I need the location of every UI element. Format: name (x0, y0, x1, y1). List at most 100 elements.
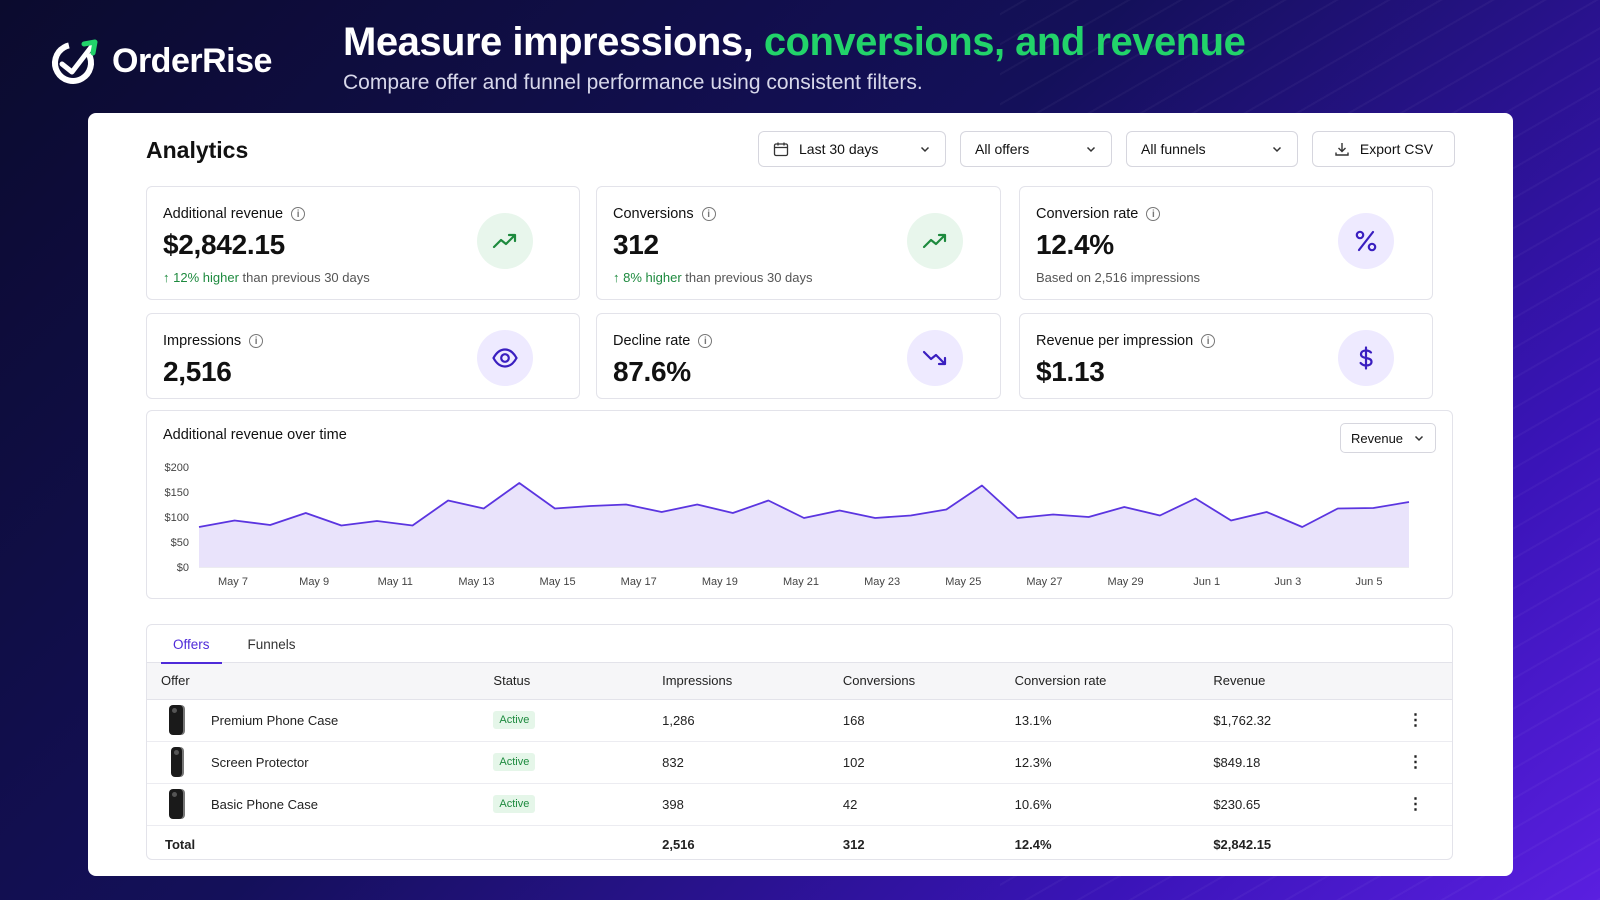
metric-label: Impressions (163, 333, 242, 349)
product-thumbnail (161, 703, 191, 737)
hero-title-accent: conversions, and revenue (763, 20, 1246, 64)
y-tick-label: $0 (177, 562, 189, 574)
y-tick-label: $50 (171, 537, 189, 549)
metric-label: Decline rate (613, 333, 691, 349)
metric-change-suffix: than previous 30 days (685, 270, 813, 285)
hero-subtitle: Compare offer and funnel performance usi… (343, 71, 923, 94)
column-header-status[interactable]: Status (479, 663, 649, 700)
more-actions-icon[interactable]: ⋮ (1379, 783, 1452, 826)
metric-card-revenue-per-impression: Revenue per impression i $1.13 (1019, 313, 1433, 399)
offers-select[interactable]: All offers (960, 131, 1112, 167)
more-actions-icon[interactable]: ⋮ (1379, 741, 1452, 784)
chart-metric-label: Revenue (1351, 430, 1404, 446)
impressions-cell: 398 (648, 783, 829, 826)
trend-up-icon (477, 213, 533, 269)
revenue-area-chart: $200 $150 $100 $50 $0 May 7 May 9 May 11 May 13 M… (165, 462, 1410, 588)
x-tick-label: May 15 (540, 576, 576, 588)
tab-offers[interactable]: Offers (161, 625, 222, 664)
x-tick-label: May 27 (1026, 576, 1062, 588)
table-row[interactable]: Screen Protector Active 832 102 12.3% $8… (147, 741, 1452, 784)
metric-card-conversions: Conversions i 312 ↑ 8% higher than previo… (596, 186, 1001, 300)
export-csv-button[interactable]: Export CSV (1312, 131, 1455, 167)
tab-funnels[interactable]: Funnels (247, 636, 296, 652)
total-conversions: 312 (842, 836, 865, 852)
table-row[interactable]: Premium Phone Case Active 1,286 168 13.1… (147, 699, 1452, 742)
column-header-impressions[interactable]: Impressions (648, 663, 829, 700)
arrow-up-icon: ↑ (613, 270, 620, 285)
trend-down-icon (907, 330, 963, 386)
download-icon (1335, 143, 1349, 156)
table-row[interactable]: Basic Phone Case Active 398 42 10.6% $23… (147, 783, 1452, 826)
x-tick-label: Jun 3 (1274, 576, 1301, 588)
column-header-revenue[interactable]: Revenue (1199, 663, 1380, 700)
brand-name: OrderRise (112, 41, 272, 80)
total-impressions: 2,516 (662, 836, 695, 852)
info-icon[interactable]: i (701, 207, 716, 221)
revenue-area (199, 483, 1409, 567)
revenue-cell: $849.18 (1199, 741, 1380, 784)
x-tick-label: May 25 (945, 576, 981, 588)
x-tick-label: May 7 (218, 576, 248, 588)
conversion-rate-cell: 13.1% (1000, 699, 1200, 742)
orderrise-logo-icon (52, 39, 98, 84)
impressions-cell: 1,286 (648, 699, 829, 742)
info-icon[interactable]: i (291, 207, 306, 221)
column-header-conversions[interactable]: Conversions (828, 663, 1001, 700)
chart-title: Additional revenue over time (163, 427, 347, 443)
metric-value: 312 (613, 229, 659, 260)
page-title: Analytics (146, 137, 249, 163)
date-range-select[interactable]: Last 30 days (758, 131, 946, 167)
chevron-down-icon (1086, 146, 1096, 153)
offer-name: Screen Protector (211, 754, 309, 770)
column-header-offer[interactable]: Offer (147, 663, 480, 700)
funnels-select[interactable]: All funnels (1126, 131, 1298, 167)
y-tick-label: $150 (165, 487, 189, 499)
metric-value: $2,842.15 (163, 229, 285, 260)
metric-label: Additional revenue (163, 206, 284, 222)
column-header-conversion-rate[interactable]: Conversion rate (1000, 663, 1200, 700)
conversion-rate-cell: 10.6% (1000, 783, 1200, 826)
metric-label: Conversions (613, 206, 694, 222)
metric-card-additional-revenue: Additional revenue i $2,842.15 ↑ 12% high… (146, 186, 580, 300)
conversions-cell: 102 (828, 741, 1001, 784)
x-tick-label: May 21 (783, 576, 819, 588)
info-icon[interactable]: i (698, 334, 713, 348)
offer-name: Premium Phone Case (211, 712, 339, 728)
x-tick-label: May 17 (621, 576, 657, 588)
trend-up-icon (907, 213, 963, 269)
x-tick-label: Jun 1 (1193, 576, 1220, 588)
metric-card-impressions: Impressions i 2,516 (146, 313, 580, 399)
percent-icon (1338, 213, 1394, 269)
revenue-cell: $230.65 (1199, 783, 1380, 826)
metric-card-conversion-rate: Conversion rate i 12.4% Based on 2,516 im… (1019, 186, 1433, 300)
y-tick-label: $100 (165, 512, 189, 524)
metric-label: Revenue per impression (1036, 333, 1194, 349)
chart-metric-select[interactable]: Revenue (1340, 423, 1436, 453)
x-tick-label: May 13 (458, 576, 494, 588)
metric-value: 87.6% (613, 356, 691, 387)
chevron-down-icon (1272, 146, 1282, 153)
info-icon[interactable]: i (249, 334, 264, 348)
metric-change-value: 8% higher (623, 270, 682, 285)
hero-title: Measure impressions, conversions, and re… (343, 20, 1246, 65)
funnels-select-label: All funnels (1141, 141, 1206, 157)
calendar-icon (773, 142, 789, 157)
x-tick-label: May 9 (299, 576, 329, 588)
filter-bar: Last 30 days All offers All funnels Expo… (758, 131, 1455, 167)
x-tick-label: Jun 5 (1356, 576, 1383, 588)
metric-change-value: 12% higher (173, 270, 239, 285)
revenue-line (198, 482, 1410, 528)
more-actions-icon[interactable]: ⋮ (1379, 699, 1452, 742)
table-total-row: Total 2,516 312 12.4% $2,842.15 (147, 825, 1452, 859)
status-badge: Active (493, 795, 536, 813)
info-icon[interactable]: i (1201, 334, 1216, 348)
table-header-row: Offer Status Impressions Conversions Con… (147, 663, 1452, 700)
revenue-cell: $1,762.32 (1199, 699, 1380, 742)
info-icon[interactable]: i (1146, 207, 1161, 221)
x-tick-label: May 23 (864, 576, 900, 588)
conversion-rate-cell: 12.3% (1000, 741, 1200, 784)
product-thumbnail (161, 787, 191, 821)
hero-title-main: Measure impressions, (343, 20, 754, 64)
offers-table-card: Offers Funnels Offer Status Impressions … (146, 624, 1453, 860)
x-tick-label: May 29 (1108, 576, 1144, 588)
